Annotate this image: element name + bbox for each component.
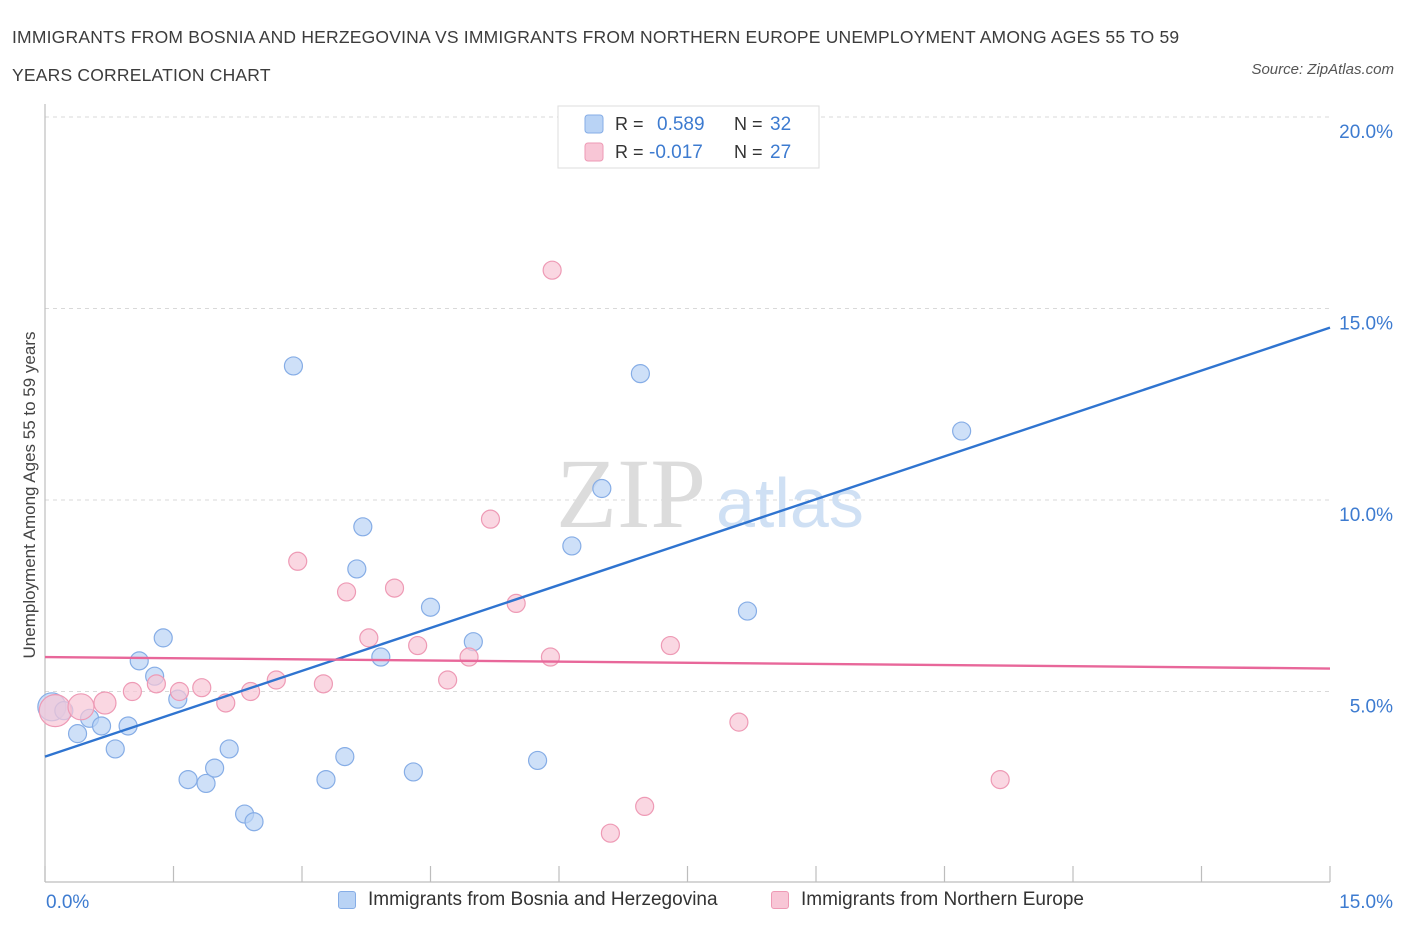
data-point-blue — [592, 478, 612, 499]
data-point-blue — [527, 750, 548, 771]
y-tick-label: 15.0% — [1339, 314, 1393, 335]
data-point-blue — [562, 536, 582, 556]
data-points — [37, 260, 1010, 843]
data-point-pink — [336, 582, 357, 602]
data-point-blue — [91, 716, 112, 736]
y-tick-label: 20.0% — [1339, 122, 1393, 143]
watermark: ZIP atlas — [556, 438, 864, 549]
watermark-atlas: atlas — [716, 464, 864, 542]
data-point-pink — [67, 693, 95, 721]
data-point-pink — [288, 551, 308, 571]
legend-label-northern-europe: Immigrants from Northern Europe — [801, 889, 1084, 910]
data-point-pink — [542, 260, 562, 280]
legend-n-value-1: 32 — [770, 114, 791, 135]
data-point-blue — [196, 773, 216, 794]
legend-swatch-blue — [584, 114, 604, 134]
x-tick-label: 15.0% — [1339, 892, 1393, 913]
axes — [44, 104, 1331, 883]
grid-lines — [45, 116, 1330, 692]
legend-r-value-1: 0.589 — [657, 114, 705, 135]
legend-box: R = 0.589 N = 32 R = -0.017 N = 27 — [557, 105, 820, 169]
data-point-pink — [408, 635, 428, 656]
x-tick-label: 0.0% — [46, 892, 89, 913]
data-point-blue — [283, 356, 304, 376]
legend-r-label-1: R = — [615, 114, 644, 134]
bottom-legend: Immigrants from Bosnia and Herzegovina I… — [0, 889, 1406, 917]
data-point-pink — [313, 674, 334, 694]
data-point-blue — [67, 724, 88, 744]
legend-item-northern-europe: Immigrants from Northern Europe — [771, 889, 1084, 911]
data-point-pink — [146, 674, 166, 694]
data-point-pink — [192, 678, 212, 698]
legend-n-label-1: N = — [734, 114, 763, 134]
data-point-pink — [480, 509, 501, 529]
data-point-pink — [635, 796, 655, 817]
data-point-pink — [600, 823, 621, 843]
data-point-pink — [990, 769, 1010, 790]
data-point-blue — [371, 647, 391, 667]
data-point-pink — [169, 681, 190, 702]
data-point-blue — [335, 747, 355, 767]
data-point-blue — [347, 559, 367, 579]
data-point-blue — [952, 421, 972, 441]
data-point-blue — [153, 628, 173, 648]
legend-swatch-pink — [584, 142, 604, 162]
data-point-pink — [660, 635, 680, 656]
data-point-blue — [737, 601, 758, 621]
watermark-zip: ZIP — [556, 438, 706, 549]
y-tick-label: 5.0% — [1350, 697, 1393, 718]
legend-label-bosnia: Immigrants from Bosnia and Herzegovina — [368, 889, 718, 910]
data-point-blue — [129, 651, 149, 671]
trend-line-blue — [44, 326, 1331, 758]
legend-r-value-2: -0.017 — [649, 142, 703, 163]
data-point-blue — [178, 769, 198, 790]
data-point-pink — [438, 670, 458, 690]
data-point-blue — [105, 739, 125, 759]
legend-n-value-2: 27 — [770, 142, 791, 163]
y-tick-label: 10.0% — [1339, 505, 1393, 526]
data-point-blue — [630, 364, 650, 384]
tick-labels: 5.0% 10.0% 15.0% 20.0% 0.0% 15.0% — [46, 122, 1393, 913]
legend-r-label-2: R = — [615, 142, 644, 162]
data-point-blue — [316, 769, 336, 790]
legend-swatch-blue-bottom — [338, 891, 356, 909]
source-credit: Source: ZipAtlas.com — [1251, 61, 1394, 78]
data-point-pink — [384, 578, 405, 598]
chart-title: IMMIGRANTS FROM BOSNIA AND HERZEGOVINA V… — [12, 27, 1180, 85]
data-point-pink — [359, 628, 379, 648]
legend-swatch-pink-bottom — [771, 891, 789, 909]
data-point-pink — [459, 647, 479, 667]
data-point-pink — [38, 694, 72, 728]
data-point-blue — [420, 597, 441, 617]
trend-line-pink — [44, 655, 1331, 670]
data-point-pink — [729, 712, 749, 732]
data-point-blue — [403, 762, 423, 782]
y-axis-label: Unemployment Among Ages 55 to 59 years — [20, 332, 39, 659]
legend-n-label-2: N = — [734, 142, 763, 162]
data-point-pink — [122, 681, 142, 702]
data-point-blue — [244, 812, 264, 832]
legend-item-bosnia: Immigrants from Bosnia and Herzegovina — [338, 889, 718, 911]
trend-lines — [44, 326, 1331, 758]
data-point-blue — [353, 517, 373, 537]
data-point-blue — [219, 739, 239, 759]
data-point-pink — [93, 691, 117, 715]
data-point-pink — [540, 647, 561, 667]
data-point-blue — [205, 758, 225, 778]
